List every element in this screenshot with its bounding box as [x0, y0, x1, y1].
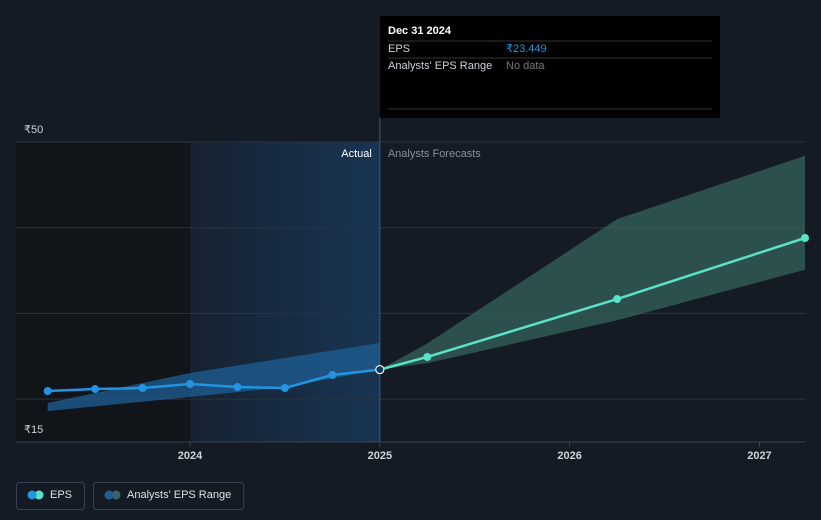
range-area: [379, 155, 805, 370]
plot-area: ₹15 ₹50 2024 2025 2026 2027 Actual Analysts For…: [16, 118, 809, 462]
actual-label: Actual: [341, 148, 372, 160]
eps-point: [138, 384, 147, 392]
eps-point: [43, 387, 52, 395]
x-tick-label: 2027: [747, 450, 771, 462]
eps-point: [328, 370, 337, 379]
eps-point: [91, 385, 100, 394]
legend-label: Analysts' EPS Range: [127, 489, 231, 501]
eps-point: [233, 382, 242, 391]
eps-point: [280, 384, 289, 392]
tooltip-label: Analysts' EPS Range: [388, 60, 492, 72]
eps-line: [47, 368, 380, 393]
legend-label: EPS: [50, 489, 72, 501]
legend-item[interactable]: EPS: [16, 482, 86, 510]
x-tick-label: 2025: [368, 450, 392, 462]
actual-highlight: [190, 142, 380, 442]
tooltip-box: [380, 16, 720, 118]
legend-swatch: [104, 490, 114, 500]
eps-point: [186, 379, 195, 388]
legend-box: [16, 482, 86, 510]
x-tick-label: 2026: [557, 450, 581, 462]
tooltip-label: EPS: [388, 43, 410, 55]
tooltip-value: ₹23.449: [506, 43, 547, 55]
tooltip-value: No data: [506, 60, 545, 72]
legend-item[interactable]: Analysts' EPS Range: [93, 482, 245, 510]
eps-point: [801, 234, 809, 242]
legend-swatch: [34, 490, 44, 500]
y-tick-label: ₹15: [24, 424, 43, 436]
legend-swatch: [27, 490, 37, 500]
y-tick-label: ₹50: [24, 124, 43, 136]
range-area: [47, 343, 380, 412]
forecast-label: Analysts Forecasts: [388, 148, 481, 160]
tooltip: Dec 31 2024 EPS ₹23.449 Analysts' EPS Ra…: [380, 16, 720, 118]
tooltip-date: Dec 31 2024: [388, 25, 452, 37]
x-tick-label: 2024: [178, 450, 203, 462]
eps-point: [375, 365, 385, 375]
legend-swatch: [111, 490, 121, 500]
eps-point: [613, 295, 622, 304]
legend-box: [93, 482, 245, 510]
eps-point: [423, 352, 432, 361]
eps-line: [379, 236, 806, 371]
